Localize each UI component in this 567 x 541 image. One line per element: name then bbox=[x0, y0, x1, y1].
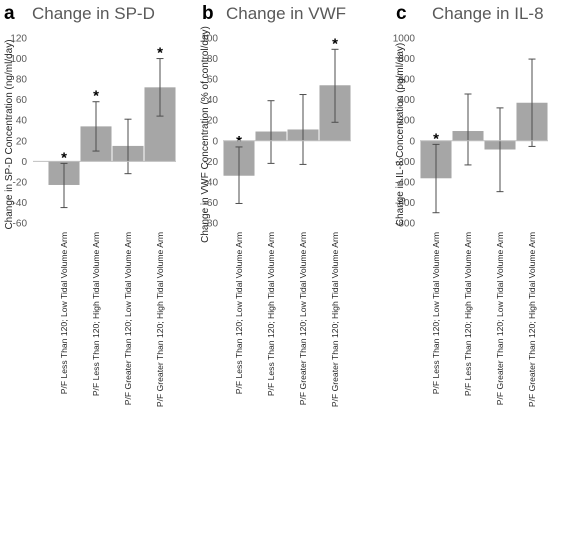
y-tick-label: 40 bbox=[16, 116, 28, 127]
y-tick-label: -400 bbox=[395, 177, 415, 188]
category-label: P/F Less Than 120; High Tidal Volume Arm bbox=[91, 232, 101, 396]
y-tick-label: 60 bbox=[16, 95, 28, 106]
significance-marker: * bbox=[236, 133, 242, 150]
significance-marker: * bbox=[332, 35, 338, 52]
category-label: P/F Less Than 120; High Tidal Volume Arm bbox=[463, 232, 473, 396]
panel-letter: a bbox=[4, 3, 15, 24]
chart-title: Change in IL-8 bbox=[432, 4, 544, 23]
category-label: P/F Less Than 120; Low Tidal Volume Arm bbox=[431, 232, 441, 394]
y-tick-label: -20 bbox=[204, 157, 219, 168]
category-label: P/F Greater Than 120; Low Tidal Volume A… bbox=[298, 232, 308, 405]
error-bar bbox=[464, 93, 472, 166]
chart-title: Change in VWF bbox=[226, 4, 346, 23]
significance-marker: * bbox=[433, 130, 439, 147]
error-bar bbox=[267, 100, 275, 164]
y-tick-label: 120 bbox=[10, 34, 27, 45]
y-tick-label: 0 bbox=[212, 136, 218, 147]
y-tick-label: 200 bbox=[398, 116, 415, 127]
y-tick-label: 400 bbox=[398, 95, 415, 106]
y-tick-label: -600 bbox=[395, 198, 415, 209]
y-tick-label: -40 bbox=[204, 177, 219, 188]
error-bar bbox=[156, 58, 164, 117]
significance-marker: * bbox=[61, 149, 67, 166]
panel-a: a Change in SP-D -60 -40 -20 0 20 40 60 80 100 120C… bbox=[4, 3, 176, 407]
y-tick-label: -800 bbox=[395, 219, 415, 230]
y-axis-label: Change in SP-D Concentration (ng/ml/day) bbox=[4, 39, 15, 229]
category-label: P/F Less Than 120; Low Tidal Volume Arm bbox=[59, 232, 69, 394]
error-bar bbox=[235, 146, 243, 204]
panel-letter: c bbox=[396, 3, 407, 24]
y-tick-label: 80 bbox=[16, 75, 28, 86]
y-tick-label: 20 bbox=[16, 136, 28, 147]
category-label: P/F Less Than 120; Low Tidal Volume Arm bbox=[234, 232, 244, 394]
significance-marker: * bbox=[93, 88, 99, 105]
significance-marker: * bbox=[157, 45, 163, 62]
error-bar bbox=[432, 143, 440, 214]
category-label: P/F Greater Than 120; High Tidal Volume … bbox=[330, 232, 340, 407]
y-tick-label: 20 bbox=[207, 116, 219, 127]
error-bar bbox=[299, 94, 307, 165]
y-tick-label: -60 bbox=[13, 219, 28, 230]
y-tick-label: -200 bbox=[395, 157, 415, 168]
y-tick-label: -20 bbox=[13, 177, 28, 188]
y-axis-label: Change in VWF Concentration (% of contro… bbox=[200, 26, 211, 243]
y-tick-label: 800 bbox=[398, 54, 415, 65]
y-tick-label: 600 bbox=[398, 75, 415, 86]
y-tick-label: -80 bbox=[204, 219, 219, 230]
error-bar bbox=[60, 162, 68, 209]
y-tick-label: 1000 bbox=[393, 34, 416, 45]
y-tick-label: -60 bbox=[204, 198, 219, 209]
error-bar bbox=[496, 107, 504, 193]
y-tick-label: 100 bbox=[201, 34, 218, 45]
panel-b: b Change in VWF -80 -60 -40 -20 0 20 40 60 80 100Ch… bbox=[200, 3, 351, 407]
y-axis-label: Change in IL-8 Concentration (pg/ml/day) bbox=[395, 43, 406, 226]
y-tick-label: 60 bbox=[207, 75, 219, 86]
error-bar bbox=[124, 118, 132, 175]
category-label: P/F Greater Than 120; High Tidal Volume … bbox=[527, 232, 537, 407]
y-tick-label: 0 bbox=[21, 157, 27, 168]
chart-title: Change in SP-D bbox=[32, 4, 155, 23]
y-tick-label: -40 bbox=[13, 198, 28, 209]
panel-letter: b bbox=[202, 3, 214, 24]
error-bar bbox=[331, 48, 339, 123]
y-tick-label: 100 bbox=[10, 54, 27, 65]
category-label: P/F Greater Than 120; High Tidal Volume … bbox=[155, 232, 165, 407]
y-tick-label: 40 bbox=[207, 95, 219, 106]
error-bar bbox=[92, 101, 100, 152]
error-bar bbox=[528, 58, 536, 147]
category-label: P/F Less Than 120; High Tidal Volume Arm bbox=[266, 232, 276, 396]
y-tick-label: 80 bbox=[207, 54, 219, 65]
panel-c: c Change in IL-8 -800 -600 -400 -200 0 200 400 60… bbox=[393, 3, 548, 407]
category-label: P/F Greater Than 120; Low Tidal Volume A… bbox=[495, 232, 505, 405]
category-label: P/F Greater Than 120; Low Tidal Volume A… bbox=[123, 232, 133, 405]
y-tick-label: 0 bbox=[409, 136, 415, 147]
